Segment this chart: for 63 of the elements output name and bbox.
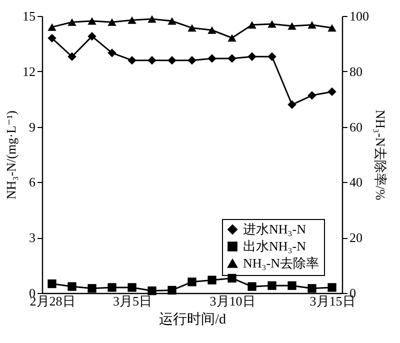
y2-tick-label: 60	[350, 119, 362, 134]
point	[248, 282, 256, 291]
y-tick-label: 15	[22, 8, 36, 24]
x-tick-label: 3月10日	[210, 294, 256, 308]
point	[88, 32, 96, 41]
point	[188, 56, 196, 65]
point	[68, 282, 76, 291]
point	[268, 20, 276, 28]
legend-label: 进水NH₃-N	[243, 222, 307, 236]
point	[228, 54, 236, 63]
point	[148, 56, 156, 65]
point	[48, 279, 56, 288]
x-tick-label: 3月5日	[113, 294, 152, 308]
point	[268, 52, 276, 61]
legend-label: NH₃-N去除率	[243, 256, 320, 270]
point	[288, 100, 296, 109]
y-tick-label: 9	[29, 119, 36, 134]
point	[208, 276, 216, 284]
point	[148, 286, 156, 296]
point	[288, 281, 296, 290]
x-axis-title: 运行时间/d	[159, 312, 226, 328]
point	[228, 274, 236, 283]
y2-tick-label: 20	[350, 230, 362, 246]
point	[248, 52, 256, 61]
point	[248, 21, 256, 29]
point	[308, 284, 316, 293]
y2-tick-label: 100	[350, 8, 369, 24]
point	[308, 91, 316, 100]
point	[208, 54, 216, 63]
point	[128, 56, 136, 65]
y-tick-label: 3	[29, 230, 36, 246]
y2-axis-title: NH₃-N去除率/%	[373, 110, 388, 200]
point	[168, 286, 176, 295]
point	[108, 283, 116, 292]
point	[48, 23, 56, 31]
point	[188, 24, 196, 32]
point	[188, 278, 196, 286]
point	[328, 24, 336, 32]
point	[128, 283, 136, 292]
point	[168, 56, 176, 65]
point	[148, 15, 156, 23]
point	[128, 16, 136, 24]
point	[68, 18, 76, 26]
y2-tick-label: 80	[350, 64, 362, 79]
y-tick-label: 6	[29, 174, 36, 190]
point	[108, 18, 116, 26]
point	[108, 48, 116, 58]
point	[328, 283, 336, 292]
y-tick-label: 12	[22, 64, 36, 79]
point	[228, 34, 236, 42]
point	[168, 17, 176, 25]
point	[308, 21, 316, 29]
legend-label: 出水NH₃-N	[243, 238, 307, 254]
point	[88, 17, 96, 25]
point	[88, 284, 96, 293]
point	[48, 34, 56, 42]
point	[288, 22, 296, 30]
y2-tick-label: 40	[350, 174, 362, 190]
point	[208, 26, 216, 34]
point	[268, 281, 276, 290]
point	[328, 87, 336, 96]
y-axis-title: NH₃-N/(mg·L⁻¹)	[4, 110, 18, 200]
point	[68, 52, 76, 61]
